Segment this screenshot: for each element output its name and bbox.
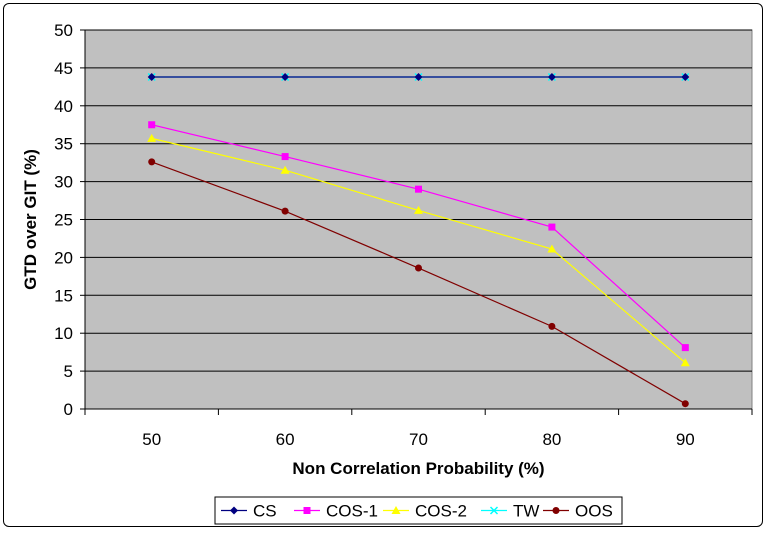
legend-label: TW (513, 502, 539, 521)
data-point-cos-1 (281, 153, 289, 161)
y-tick-label: 50 (54, 21, 73, 40)
x-tick-label: 80 (542, 430, 561, 449)
y-tick-labels: 0 5 10 15 20 25 30 35 40 45 50 (54, 21, 85, 419)
data-point-cos-1 (681, 344, 689, 352)
data-point-cs (414, 72, 423, 81)
legend-label: OOS (575, 502, 613, 521)
legend-swatch-marker (391, 506, 401, 514)
legend-label: COS-2 (415, 502, 467, 521)
data-point-cos-2 (280, 165, 290, 174)
y-tick-label: 45 (54, 59, 73, 78)
x-tick-label: 70 (409, 430, 428, 449)
legend: CS COS-1 COS-2 TW OOS (214, 496, 623, 525)
legend-item-tw: TW (481, 502, 539, 521)
y-tick-label: 35 (54, 135, 73, 154)
data-point-oos (548, 322, 556, 330)
x-tick-label: 50 (142, 430, 161, 449)
data-point-cs (681, 72, 690, 81)
x-tick-labels: 50 60 70 80 90 (84, 409, 753, 449)
legend-item-cs: CS (221, 502, 277, 521)
legend-item-cos-1: COS-1 (294, 502, 378, 521)
data-point-cs (547, 72, 556, 81)
series-cos-1 (148, 121, 689, 352)
legend-label: CS (253, 502, 277, 521)
y-tick-label: 40 (54, 97, 73, 116)
y-tick-label: 20 (54, 248, 73, 267)
y-tick-label: 5 (64, 362, 73, 381)
series-cs (147, 72, 690, 81)
data-point-oos (281, 207, 289, 215)
data-point-cos-1 (548, 223, 556, 231)
y-tick-label: 0 (64, 400, 73, 419)
x-axis-title: Non Correlation Probability (%) (292, 459, 544, 478)
data-point-cos-1 (415, 185, 422, 193)
gridlines (85, 29, 752, 372)
legend-item-oos: OOS (543, 502, 613, 521)
y-tick-label: 10 (54, 324, 73, 343)
data-point-oos (415, 264, 422, 272)
data-point-cs (281, 72, 290, 81)
y-tick-label: 25 (54, 211, 73, 230)
data-point-cos-2 (680, 358, 690, 367)
y-tick-label: 30 (54, 173, 73, 192)
data-point-cos-2 (414, 205, 423, 214)
series-oos (148, 158, 689, 408)
legend-item-cos-2: COS-2 (383, 502, 467, 521)
legend-swatch-marker (552, 507, 560, 514)
data-point-oos (681, 400, 689, 408)
legend-label: COS-1 (326, 502, 378, 521)
legend-swatch-marker (489, 506, 499, 515)
data-point-oos (148, 158, 156, 166)
data-point-cos-2 (147, 133, 157, 142)
data-point-cs (147, 72, 156, 81)
legend-swatch-marker (303, 507, 311, 514)
y-tick-label: 15 (54, 286, 73, 305)
x-tick-label: 90 (676, 430, 695, 449)
x-tick-label: 60 (276, 430, 295, 449)
data-point-cos-1 (148, 121, 156, 129)
data-point-cos-2 (547, 244, 557, 253)
y-axis-title: GTD over GIT (%) (21, 149, 40, 290)
legend-swatch-marker (230, 506, 238, 515)
series-cos-2 (147, 133, 690, 367)
series-layer (147, 72, 690, 408)
